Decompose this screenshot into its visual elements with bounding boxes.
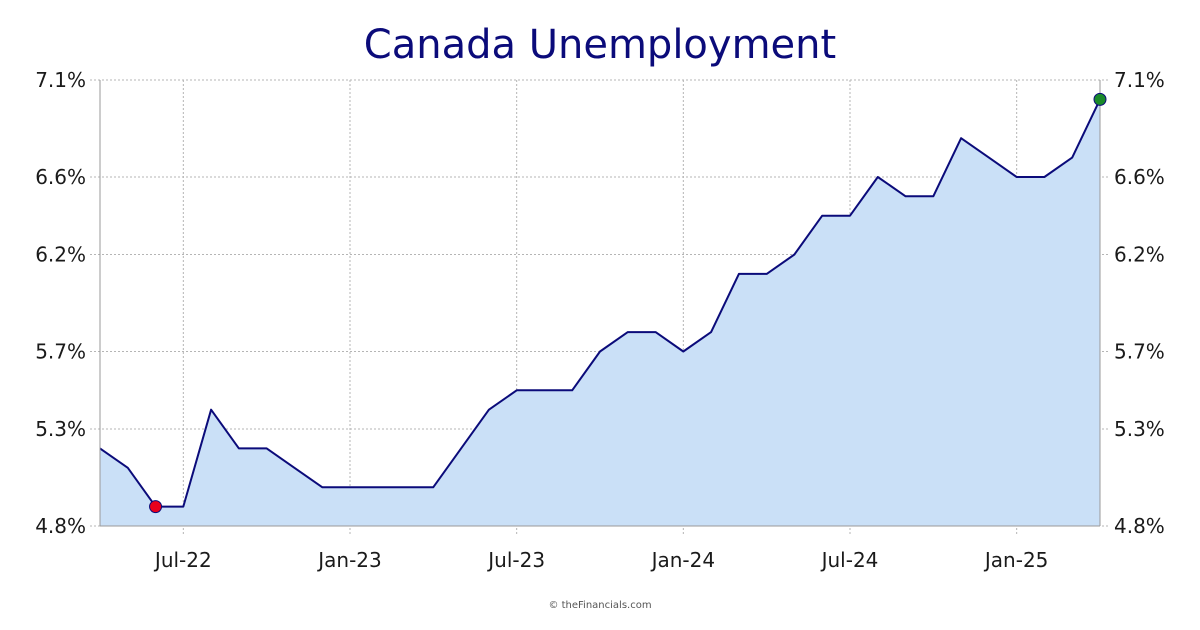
markers (149, 92, 1107, 514)
max-marker (1093, 92, 1107, 106)
series-line (99, 98, 1101, 508)
x-tick-label: Jan-25 (983, 548, 1049, 572)
y-tick-label-left: 7.1% (35, 68, 86, 92)
y-tick-label-right: 6.6% (1114, 165, 1165, 189)
credit-text: © theFinancials.com (548, 600, 651, 611)
y-tick-label-left: 6.6% (35, 165, 86, 189)
axes (99, 80, 1101, 527)
y-tick-label-left: 5.3% (35, 417, 86, 441)
y-tick-label-left: 6.2% (35, 243, 86, 267)
y-tick-label-right: 5.7% (1114, 339, 1165, 363)
tick-labels: 7.1% 7.1% 6.6% 6.6% 6.2% 6.2% 5.7% 5.7% 5.3% 5.3%… (35, 68, 1165, 572)
min-marker (149, 500, 163, 514)
chart-title: Canada Unemployment (364, 22, 836, 68)
y-tick-label-right: 4.8% (1114, 514, 1165, 538)
x-tick-label: Jul-22 (153, 548, 212, 572)
x-tick-label: Jul-24 (820, 548, 879, 572)
plot-area (99, 98, 1101, 527)
x-tick-label: Jan-23 (316, 548, 382, 572)
y-tick-label-right: 7.1% (1114, 68, 1165, 92)
area-fill (100, 99, 1100, 527)
x-tick-label: Jan-24 (650, 548, 716, 572)
y-tick-label-right: 5.3% (1114, 417, 1165, 441)
y-tick-label-right: 6.2% (1114, 243, 1165, 267)
y-tick-label-left: 4.8% (35, 514, 86, 538)
x-tick-label: Jul-23 (486, 548, 545, 572)
y-tick-label-left: 5.7% (35, 339, 86, 363)
